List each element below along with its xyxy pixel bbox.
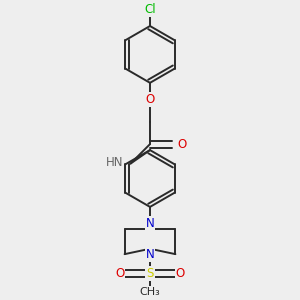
- Text: N: N: [146, 248, 154, 261]
- Text: S: S: [146, 267, 154, 280]
- Text: O: O: [115, 267, 124, 280]
- Text: Cl: Cl: [144, 3, 156, 16]
- Text: O: O: [176, 267, 185, 280]
- Text: HN: HN: [106, 156, 123, 169]
- Text: O: O: [146, 93, 154, 106]
- Text: N: N: [146, 217, 154, 230]
- Text: O: O: [177, 138, 187, 151]
- Text: CH₃: CH₃: [140, 286, 160, 296]
